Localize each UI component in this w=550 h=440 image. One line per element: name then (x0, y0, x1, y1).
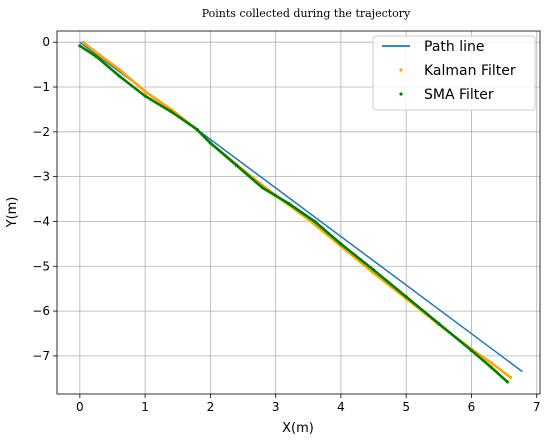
sma-filter-point (287, 201, 291, 206)
legend-swatch-sma-filter (399, 92, 403, 96)
x-tick-label: 3 (272, 400, 280, 414)
x-tick-label: 5 (402, 400, 410, 414)
sma-filter-trail (78, 44, 509, 384)
y-axis-label: Y(m) (5, 197, 20, 229)
series-layer (78, 40, 523, 384)
kalman-filter-point (489, 361, 493, 365)
sma-filter-point (339, 242, 343, 246)
sma-filter-point (313, 219, 317, 224)
legend-label-kalman-filter: Kalman Filter (424, 63, 516, 79)
y-tick-label: −1 (32, 80, 50, 94)
sma-filter-point (371, 268, 376, 272)
kalman-filter-point (97, 53, 102, 57)
y-tick-label: −4 (32, 214, 50, 228)
kalman-filter-point (509, 375, 513, 380)
plot-frame (56, 30, 541, 395)
sma-filter-point (208, 141, 212, 145)
legend-label-sma-filter: SMA Filter (424, 87, 494, 103)
y-tick-label: 0 (42, 35, 50, 49)
y-tick-label: −2 (32, 125, 50, 139)
legend: Path line Kalman Filter SMA Filter (372, 35, 536, 111)
sma-filter-point (195, 127, 199, 132)
sma-filter-point (169, 110, 173, 114)
kalman-filter-point (143, 89, 147, 94)
sma-filter-point (489, 365, 493, 369)
x-tick-label: 2 (207, 400, 215, 414)
x-tick-label: 0 (76, 400, 84, 414)
kalman-filter-point (117, 67, 121, 71)
y-tick-label: −5 (32, 259, 50, 273)
x-axis-label: X(m) (282, 421, 314, 436)
legend-label-path-line: Path line (424, 39, 484, 55)
sma-filter-point (404, 295, 408, 299)
sma-filter-point (78, 44, 82, 48)
sma-filter-point (469, 348, 474, 353)
y-tick-label: −6 (32, 304, 50, 318)
x-tick-label: 4 (337, 400, 345, 414)
sma-filter-point (261, 186, 265, 190)
x-tick-label: 6 (468, 400, 476, 414)
sma-filter-point (505, 380, 509, 384)
kalman-filter-point (81, 40, 85, 44)
legend-box (372, 35, 536, 111)
y-tick-label: −3 (32, 170, 50, 184)
legend-swatch-kalman-filter (399, 68, 403, 72)
sma-filter-point (117, 74, 121, 78)
sma-filter-point (94, 54, 98, 59)
sma-filter-point (437, 322, 441, 326)
x-tick-label: 7 (533, 400, 541, 414)
sma-filter-point (234, 163, 239, 168)
chart-title: Points collected during the trajectory (202, 7, 411, 20)
axis-ticks: 0 1 2 3 4 5 6 7 0 −1 −2 −3 −4 −5 −6 −7 (32, 35, 540, 414)
sma-filter-point (143, 94, 147, 98)
y-tick-label: −7 (32, 349, 50, 363)
x-tick-label: 1 (141, 400, 149, 414)
